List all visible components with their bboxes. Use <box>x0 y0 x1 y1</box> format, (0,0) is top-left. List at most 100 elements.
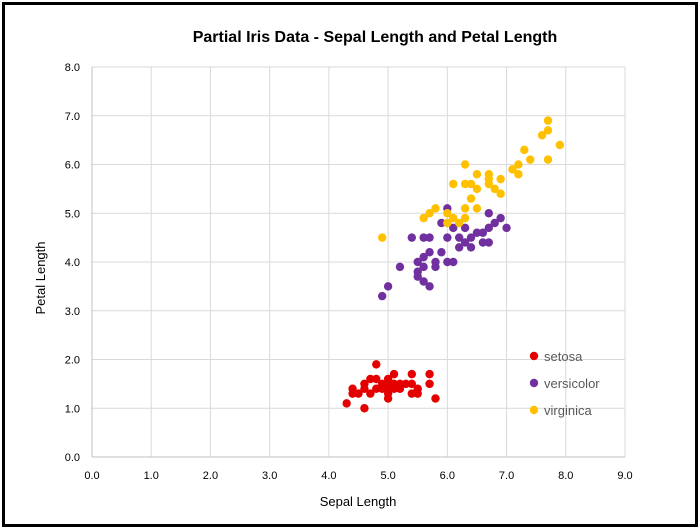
y-tick-label: 7.0 <box>65 111 80 123</box>
data-point-virginica <box>460 204 470 213</box>
data-point-virginica <box>419 213 428 223</box>
x-tick-label: 5.0 <box>380 470 395 482</box>
data-point-setosa <box>383 374 393 384</box>
data-point-setosa <box>425 369 434 379</box>
data-point-virginica <box>425 209 434 218</box>
data-point-virginica <box>537 131 547 140</box>
data-point-setosa <box>407 369 416 379</box>
y-tick-label: 6.0 <box>65 160 80 172</box>
data-point-versicolor <box>419 233 428 242</box>
data-point-versicolor <box>496 213 505 223</box>
data-point-virginica <box>443 209 452 218</box>
data-point-versicolor <box>425 248 434 257</box>
tick-labels: 0.0 1.0 2.0 3.0 4.0 5.0 6.0 7.0 8.0 9.0 0.0 1.0 2.0 3… <box>65 62 633 482</box>
data-point-virginica <box>496 189 505 198</box>
data-point-versicolor <box>454 243 464 252</box>
grid-lines <box>92 66 626 457</box>
legend-label-virginica: virginica <box>544 403 592 418</box>
data-point-versicolor <box>413 272 422 281</box>
data-point-versicolor <box>431 257 440 267</box>
data-point-versicolor <box>449 223 458 233</box>
data-point-versicolor <box>377 291 387 301</box>
data-point-setosa <box>342 399 351 408</box>
data-point-virginica <box>472 170 482 179</box>
data-point-versicolor <box>484 223 493 233</box>
y-tick-label: 1.0 <box>65 403 80 415</box>
data-point-virginica <box>472 184 482 194</box>
legend-marker-setosa <box>529 351 539 361</box>
legend-label-versicolor: versicolor <box>544 376 600 391</box>
data-point-setosa <box>389 379 399 389</box>
data-point-virginica <box>496 174 505 184</box>
data-point-setosa <box>395 379 405 389</box>
data-point-virginica <box>460 179 470 189</box>
data-point-versicolor <box>443 233 452 242</box>
y-tick-label: 5.0 <box>65 208 80 220</box>
chart-title: Partial Iris Data - Sepal Length and Pet… <box>193 29 558 46</box>
data-point-versicolor <box>460 223 470 233</box>
data-point-virginica <box>431 204 440 213</box>
data-point-setosa <box>413 384 422 393</box>
data-point-setosa <box>389 369 399 379</box>
data-point-versicolor <box>425 233 434 242</box>
data-point-virginica <box>472 204 482 213</box>
x-tick-label: 2.0 <box>203 470 218 482</box>
x-tick-label: 4.0 <box>321 470 336 482</box>
data-point-virginica <box>460 160 470 169</box>
data-point-setosa <box>366 374 375 384</box>
legend-label-setosa: setosa <box>544 349 583 364</box>
data-point-virginica <box>377 233 387 242</box>
data-point-setosa <box>407 389 416 398</box>
data-point-setosa <box>425 379 434 389</box>
y-tick-label: 0.0 <box>65 452 80 464</box>
data-point-versicolor <box>466 233 476 242</box>
data-point-versicolor <box>407 233 416 242</box>
data-point-setosa <box>354 389 363 398</box>
data-point-virginica <box>449 213 458 223</box>
data-point-virginica <box>460 213 470 223</box>
data-point-versicolor <box>419 277 428 286</box>
data-point-versicolor <box>443 257 452 267</box>
data-point-versicolor <box>484 238 493 247</box>
data-point-virginica <box>443 218 452 228</box>
data-point-versicolor <box>419 252 428 262</box>
data-point-versicolor <box>478 238 488 247</box>
data-point-virginica <box>526 155 535 164</box>
data-point-versicolor <box>484 209 493 218</box>
x-tick-label: 3.0 <box>262 470 277 482</box>
data-point-versicolor <box>419 262 428 272</box>
axes <box>91 67 625 458</box>
legend: setosa versicolor virginica <box>529 349 600 418</box>
data-point-setosa <box>372 384 381 393</box>
data-point-versicolor <box>478 228 488 237</box>
data-point-versicolor <box>425 282 434 291</box>
data-point-versicolor <box>472 228 482 237</box>
y-tick-label: 8.0 <box>65 62 80 74</box>
data-point-versicolor <box>449 257 458 267</box>
data-point-virginica <box>454 218 464 228</box>
x-axis-label: Sepal Length <box>320 494 397 509</box>
x-tick-label: 0.0 <box>84 470 99 482</box>
data-point-setosa <box>407 379 416 389</box>
data-point-setosa <box>377 379 387 389</box>
data-point-versicolor <box>395 262 405 272</box>
data-point-setosa <box>372 374 381 384</box>
y-tick-label: 2.0 <box>65 355 80 367</box>
data-point-virginica <box>490 184 499 194</box>
data-point-versicolor <box>383 282 393 291</box>
data-point-versicolor <box>502 223 511 233</box>
data-point-virginica <box>543 126 553 135</box>
y-tick-label: 3.0 <box>65 306 80 318</box>
y-axis-label: Petal Length <box>33 241 48 314</box>
data-point-setosa <box>431 394 440 403</box>
data-point-virginica <box>508 165 517 174</box>
data-point-versicolor <box>466 243 476 252</box>
data-point-setosa <box>372 360 381 369</box>
data-point-versicolor <box>490 218 499 228</box>
data-point-virginica <box>514 160 523 169</box>
data-point-versicolor <box>460 238 470 247</box>
data-point-virginica <box>466 179 476 189</box>
x-tick-label: 9.0 <box>617 470 632 482</box>
data-point-virginica <box>520 145 529 155</box>
data-point-virginica <box>543 155 553 164</box>
